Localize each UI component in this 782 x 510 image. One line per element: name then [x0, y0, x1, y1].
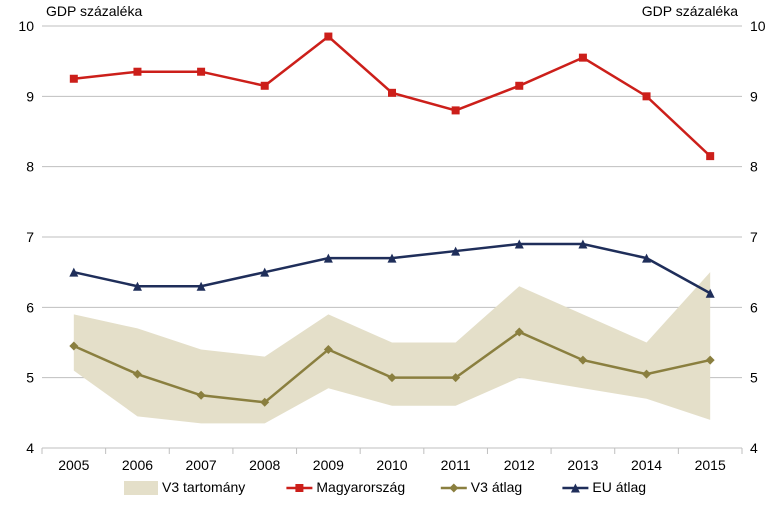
- legend-item: Magyarország: [286, 479, 405, 495]
- y-tick-right: 9: [750, 88, 758, 104]
- y-tick-right: 4: [750, 440, 758, 456]
- y-axis-title-left: GDP százaléka: [46, 3, 142, 19]
- legend-item: V3 átlag: [441, 479, 522, 495]
- x-category-label: 2009: [313, 457, 344, 473]
- y-tick-left: 4: [26, 440, 34, 456]
- x-category-label: 2008: [249, 457, 280, 473]
- legend-label: V3 tartomány: [162, 479, 245, 495]
- marker-square: [324, 33, 332, 41]
- v3-range-area: [74, 272, 710, 423]
- marker-square: [261, 82, 269, 90]
- x-category-label: 2006: [122, 457, 153, 473]
- x-category-label: 2010: [376, 457, 407, 473]
- y-tick-left: 10: [18, 18, 34, 34]
- series-line: [74, 244, 710, 293]
- x-category-label: 2013: [567, 457, 598, 473]
- legend-label: V3 átlag: [471, 479, 522, 495]
- legend-label: EU átlag: [592, 479, 646, 495]
- legend-item: EU átlag: [562, 479, 646, 495]
- x-category-label: 2007: [186, 457, 217, 473]
- y-tick-right: 6: [750, 299, 758, 315]
- y-tick-left: 5: [26, 370, 34, 386]
- legend-swatch-area: [124, 481, 158, 495]
- y-tick-left: 9: [26, 88, 34, 104]
- y-axis-title-right: GDP százaléka: [642, 3, 738, 19]
- marker-square: [388, 89, 396, 97]
- y-tick-left: 6: [26, 299, 34, 315]
- marker-square: [643, 92, 651, 100]
- marker-square: [197, 68, 205, 76]
- y-tick-right: 10: [750, 18, 766, 34]
- x-category-label: 2011: [441, 457, 471, 473]
- y-tick-left: 7: [26, 229, 34, 245]
- marker-square: [515, 82, 523, 90]
- x-category-label: 2012: [504, 457, 535, 473]
- legend-marker: [295, 484, 303, 492]
- y-tick-right: 8: [750, 159, 758, 175]
- legend-marker: [449, 484, 458, 493]
- marker-square: [706, 152, 714, 160]
- x-category-label: 2014: [631, 457, 662, 473]
- chart-container: 4 4 5 5 6 6 7 7 8 8 9 9 10 10 2005 2006 2007 2008 2009 2010…: [0, 0, 782, 510]
- marker-square: [452, 106, 460, 114]
- legend: V3 tartomány Magyarország V3 átlag EU átlag: [124, 479, 646, 495]
- marker-square: [70, 75, 78, 83]
- y-tick-right: 7: [750, 229, 758, 245]
- x-category-label: 2015: [695, 457, 726, 473]
- legend-item: V3 tartomány: [124, 479, 245, 495]
- marker-square: [579, 54, 587, 62]
- legend-label: Magyarország: [316, 479, 405, 495]
- line-chart: 4 4 5 5 6 6 7 7 8 8 9 9 10 10 2005 2006 2007 2008 2009 2010…: [0, 0, 782, 510]
- marker-square: [133, 68, 141, 76]
- y-tick-left: 8: [26, 159, 34, 175]
- y-tick-right: 5: [750, 370, 758, 386]
- x-category-label: 2005: [58, 457, 89, 473]
